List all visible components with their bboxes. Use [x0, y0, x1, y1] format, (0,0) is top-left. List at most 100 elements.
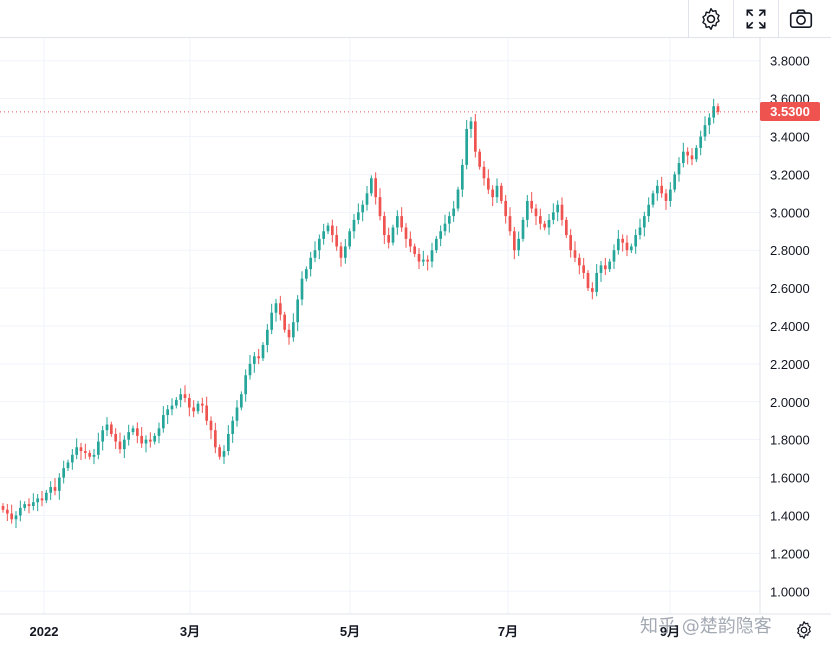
candle	[244, 369, 248, 402]
candle	[686, 147, 690, 165]
candle	[170, 398, 174, 416]
y-tick-label: 1.2000	[770, 546, 810, 561]
candle-body	[44, 492, 48, 501]
candle-body	[153, 435, 157, 442]
candle-body	[517, 238, 521, 251]
candle	[365, 185, 369, 211]
candle	[473, 113, 477, 158]
candle-body	[404, 227, 408, 239]
candle-body	[434, 238, 438, 251]
candle-body	[343, 246, 347, 258]
candle-body	[608, 261, 612, 270]
candlestick-chart[interactable]: 1.0000 1.2000 1.4000 1.6000 1.8000 2.0000 2.20…	[0, 38, 831, 658]
candle-body	[621, 238, 625, 243]
candle	[629, 243, 633, 254]
candle	[712, 98, 716, 124]
candle	[313, 241, 317, 263]
gear-icon	[797, 621, 811, 639]
candle	[49, 481, 53, 501]
candle	[291, 313, 295, 342]
candle-body	[716, 106, 720, 112]
candle	[283, 311, 287, 333]
candle	[456, 186, 460, 212]
chart-area[interactable]: 1.0000 1.2000 1.4000 1.6000 1.8000 2.0000 2.20…	[0, 38, 831, 658]
candle	[10, 504, 14, 524]
y-tick-label: 3.0000	[770, 205, 810, 220]
y-tick-label: 3.2000	[770, 167, 810, 182]
candle-body	[335, 235, 339, 247]
candle-body	[157, 428, 161, 436]
candle	[75, 438, 79, 460]
candle	[547, 214, 551, 235]
candle	[439, 225, 443, 247]
candle	[556, 200, 560, 222]
candle-body	[62, 468, 66, 478]
candle-body	[577, 257, 581, 266]
candle-body	[525, 200, 529, 220]
candle-body	[408, 238, 412, 247]
candle-body	[651, 193, 655, 205]
candle-body	[161, 415, 165, 429]
y-tick-label: 1.8000	[770, 433, 810, 448]
candle	[265, 323, 269, 353]
candle-body	[131, 428, 135, 433]
x-tick-label: 2022	[30, 624, 59, 639]
candle-body	[543, 223, 547, 228]
candle-body	[283, 314, 287, 330]
candle-body	[75, 447, 79, 455]
candle	[161, 406, 165, 433]
candle	[23, 501, 27, 511]
candle	[404, 223, 408, 248]
candle-body	[326, 225, 330, 232]
candle	[491, 185, 495, 207]
candle-body	[499, 185, 503, 201]
candle-body	[296, 299, 300, 323]
candle	[309, 251, 313, 277]
candle	[434, 236, 438, 254]
candle-body	[317, 238, 321, 251]
y-tick-label: 2.0000	[770, 395, 810, 410]
fullscreen-button[interactable]	[733, 0, 778, 37]
candle	[460, 159, 464, 197]
candle-body	[174, 399, 178, 406]
candle-body	[270, 312, 274, 330]
candle-body	[417, 254, 421, 262]
candle	[521, 217, 525, 242]
candle	[673, 171, 677, 193]
candle	[512, 226, 516, 260]
candle-body	[356, 212, 360, 220]
screenshot-button[interactable]	[778, 0, 823, 37]
candle	[690, 148, 694, 166]
candle	[209, 416, 213, 440]
candle-body	[378, 197, 382, 217]
settings-button[interactable]	[688, 0, 733, 37]
candle-body	[504, 200, 508, 217]
candle-body	[634, 235, 638, 247]
candle	[421, 250, 425, 266]
candle-body	[486, 178, 490, 190]
candle-body	[400, 216, 404, 228]
candle	[564, 217, 568, 238]
candle-body	[278, 303, 282, 315]
candle-body	[482, 166, 486, 179]
candle-body	[456, 189, 460, 209]
candle	[447, 211, 451, 233]
candle-body	[538, 216, 542, 224]
x-tick-label: 7月	[498, 624, 518, 639]
candle-body	[564, 219, 568, 236]
candle-body	[521, 219, 525, 239]
candle-body	[703, 125, 707, 137]
candle-body	[118, 441, 122, 450]
candle-body	[712, 106, 716, 118]
candle-body	[322, 231, 326, 239]
candle	[144, 435, 148, 453]
axis-settings-button[interactable]	[790, 616, 818, 644]
candle-body	[395, 216, 399, 228]
candle	[118, 432, 122, 454]
candle	[140, 426, 144, 448]
candle-body	[595, 272, 599, 292]
candle-body	[421, 259, 425, 262]
candle-body	[439, 231, 443, 239]
candle-body	[508, 216, 512, 232]
candle	[131, 425, 135, 435]
